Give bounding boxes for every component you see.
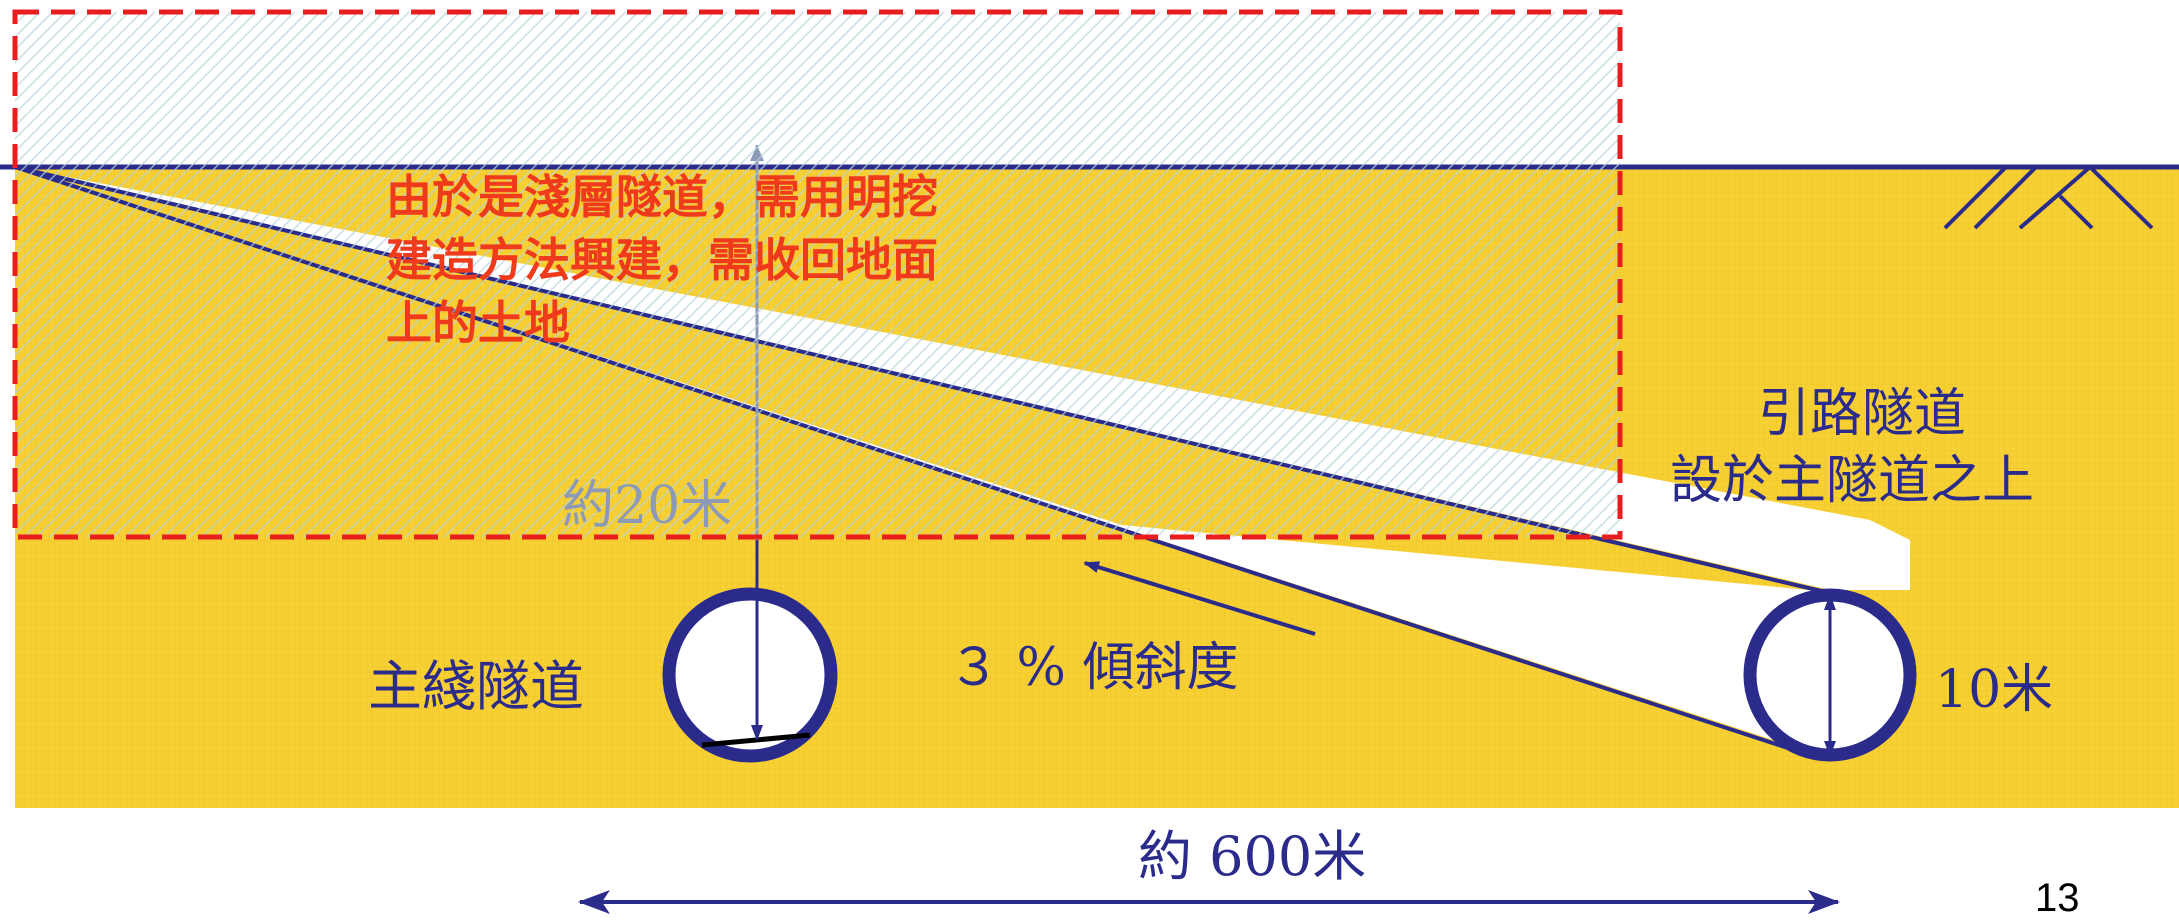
depth-label: 約20米 bbox=[562, 476, 733, 536]
land-resumption-border bbox=[12, 9, 1623, 540]
slope-label: ３ % 傾斜度 bbox=[948, 638, 1239, 698]
access-tunnel-label-1: 引路隧道 bbox=[1758, 384, 1967, 444]
slope-arrow bbox=[1083, 561, 1316, 636]
main-tunnel-circle bbox=[662, 587, 838, 763]
length-label: 約 600米 bbox=[1138, 825, 1367, 888]
diameter-label: 10米 bbox=[1935, 660, 2054, 720]
main-tunnel-label: 主綫隧道 bbox=[368, 655, 584, 718]
page-number: 13 bbox=[2035, 876, 2080, 920]
land-resumption-note: 由於是淺層隧道，需用明挖 建造方法興建，需收回地面 上的土地 bbox=[386, 166, 1026, 355]
ramp-tunnel-body bbox=[15, 167, 1830, 752]
access-tunnel-label-2: 設於主隧道之上 bbox=[1670, 451, 2035, 511]
note-line-3: 上的土地 bbox=[386, 296, 570, 350]
land-resumption-area bbox=[15, 12, 1620, 537]
note-line-1: 由於是淺層隧道，需用明挖 bbox=[386, 170, 938, 224]
note-line-2: 建造方法興建，需收回地面 bbox=[386, 233, 938, 287]
ground-surface-symbol bbox=[1943, 165, 2154, 230]
